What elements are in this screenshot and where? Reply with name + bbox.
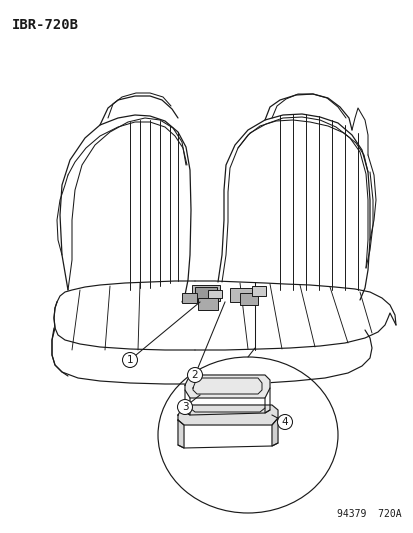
Circle shape <box>177 400 192 415</box>
Text: 3: 3 <box>181 402 188 412</box>
FancyBboxPatch shape <box>192 285 219 301</box>
Text: 4: 4 <box>281 417 287 427</box>
Circle shape <box>187 367 202 383</box>
FancyBboxPatch shape <box>195 287 216 299</box>
Text: 94379  720A: 94379 720A <box>337 509 401 519</box>
Polygon shape <box>185 375 269 398</box>
Text: IBR-720B: IBR-720B <box>12 18 79 32</box>
Circle shape <box>277 415 292 430</box>
Circle shape <box>122 352 137 367</box>
Polygon shape <box>178 420 183 448</box>
FancyBboxPatch shape <box>240 293 257 305</box>
FancyBboxPatch shape <box>207 290 221 298</box>
FancyBboxPatch shape <box>182 293 197 303</box>
Polygon shape <box>178 405 277 425</box>
Text: 1: 1 <box>126 355 133 365</box>
FancyBboxPatch shape <box>252 286 266 296</box>
FancyBboxPatch shape <box>197 298 218 310</box>
Text: 2: 2 <box>191 370 198 380</box>
Polygon shape <box>271 418 277 446</box>
FancyBboxPatch shape <box>230 288 252 302</box>
